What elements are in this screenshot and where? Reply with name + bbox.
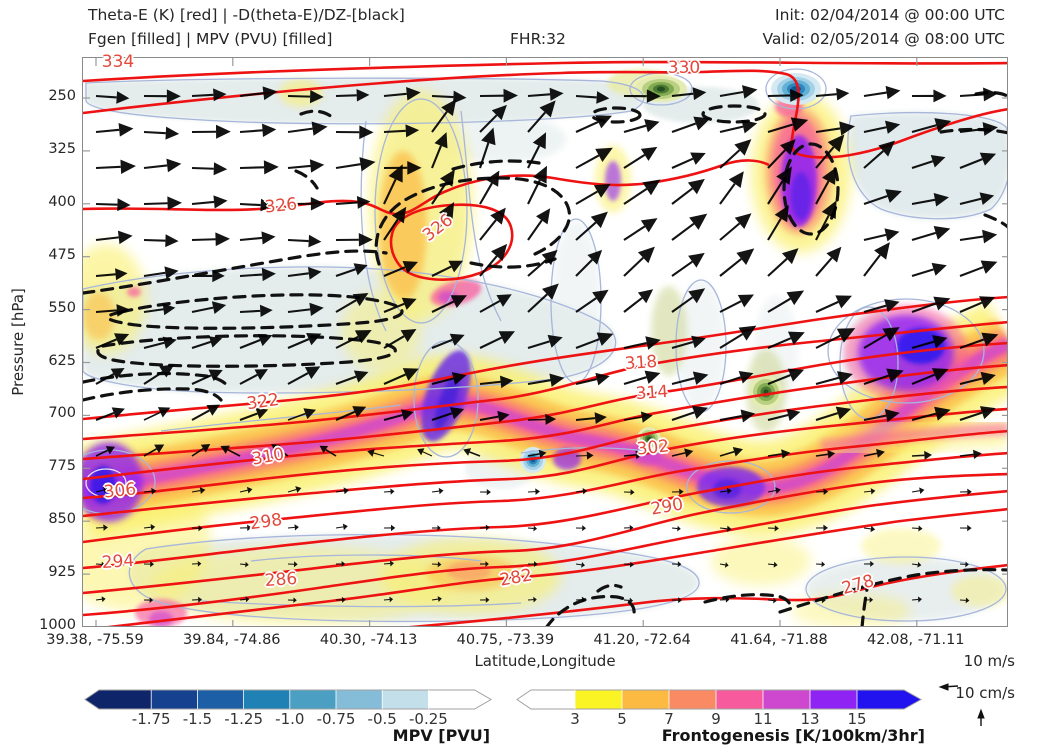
y-tick: 475 bbox=[48, 246, 76, 263]
y-tick: 400 bbox=[48, 193, 76, 210]
init-time: Init: 02/04/2014 @ 00:00 UTC bbox=[775, 6, 1005, 24]
colorbar-tick: 13 bbox=[800, 710, 820, 728]
y-tick: 250 bbox=[48, 88, 76, 104]
title-line-2: Fgen [filled] | MPV (PVU) [filled] bbox=[88, 30, 333, 48]
x-tick: 41.64, -71.88 bbox=[730, 632, 828, 648]
colorbar-tick: 9 bbox=[711, 710, 721, 728]
forecast-hour: FHR:32 bbox=[510, 30, 566, 48]
x-tick: 42.08, -71.11 bbox=[867, 632, 965, 648]
x-tick: 39.84, -74.86 bbox=[183, 632, 281, 648]
blue-bullseye bbox=[771, 73, 821, 105]
title-line-1: Theta-E (K) [red] | -D(theta-E)/DZ-[blac… bbox=[88, 6, 405, 24]
wind-vector-arrows bbox=[95, 85, 999, 604]
colorbar-tick: -1.5 bbox=[182, 710, 213, 728]
mpv-colorbar bbox=[84, 689, 492, 710]
fgen-colorbar-label: Frontogenesis [K/100km/3hr] bbox=[661, 726, 925, 745]
colorbar-tick: -0.5 bbox=[367, 710, 397, 728]
y-tick: 1000 bbox=[39, 617, 76, 633]
valid-time: Valid: 02/05/2014 @ 08:00 UTC bbox=[762, 30, 1005, 48]
y-tick: 550 bbox=[48, 299, 76, 316]
colorbar-tick: -0.75 bbox=[316, 710, 356, 728]
x-tick: 39.38, -75.59 bbox=[46, 632, 144, 648]
colorbar-tick: -0.25 bbox=[408, 710, 448, 728]
colorbar-tick: 15 bbox=[847, 710, 867, 728]
colorbar-tick: 7 bbox=[664, 710, 674, 728]
omega-reference-label: 10 cm/s bbox=[955, 684, 1015, 702]
y-tick: 625 bbox=[48, 352, 76, 369]
y-tick: 925 bbox=[48, 564, 76, 581]
y-tick: 850 bbox=[48, 511, 76, 528]
axis-tick-marks bbox=[83, 58, 1007, 626]
colorbar-tick: 11 bbox=[753, 710, 773, 728]
green-bullseye bbox=[749, 375, 783, 409]
wind-reference-label: 10 m/s bbox=[963, 652, 1015, 670]
colorbar-tick: -1.0 bbox=[275, 710, 305, 728]
colorbar-tick: -1.25 bbox=[224, 710, 263, 728]
colorbar-tick: 3 bbox=[570, 710, 580, 728]
y-tick: 325 bbox=[48, 140, 76, 157]
fgen-colorbar bbox=[516, 689, 923, 710]
mpv-colorbar-label: MPV [PVU] bbox=[392, 726, 490, 745]
y-tick: 700 bbox=[48, 405, 76, 422]
x-tick: 40.30, -74.13 bbox=[319, 632, 418, 648]
y-axis-label: Pressure [hPa] bbox=[9, 288, 27, 396]
x-axis-label: Latitude,Longitude bbox=[474, 652, 616, 670]
y-tick: 775 bbox=[48, 458, 76, 475]
cross-section-plot[interactable] bbox=[82, 57, 1008, 627]
dtheta-dz-contours bbox=[83, 90, 1007, 626]
colorbar-tick: 5 bbox=[617, 710, 627, 728]
green-bullseye bbox=[635, 76, 687, 102]
x-tick: 41.20, -72.64 bbox=[593, 632, 691, 648]
x-tick: 40.75, -73.39 bbox=[456, 632, 555, 648]
colorbar-tick: -1.75 bbox=[131, 710, 171, 728]
